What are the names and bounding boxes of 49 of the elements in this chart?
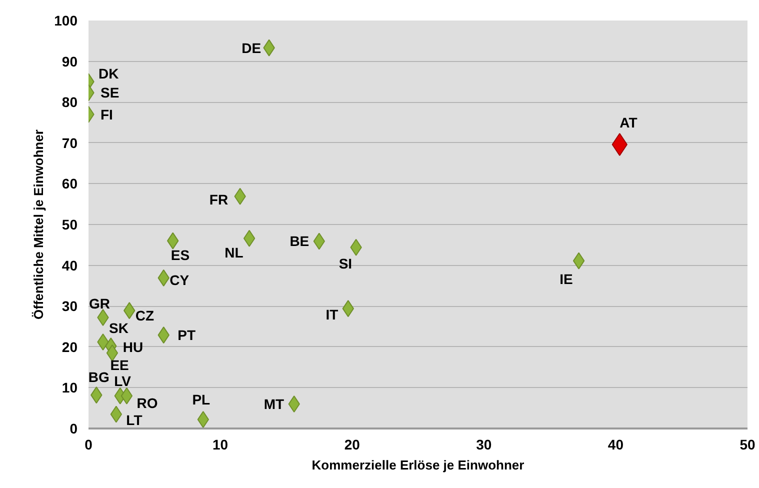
annotation: DE (242, 40, 262, 56)
x-tick-label: 10 (212, 436, 228, 452)
y-axis-title: Öffentliche Mittel je Einwohner (31, 130, 46, 320)
annotation: DK (98, 66, 119, 82)
annotation: CZ (135, 308, 154, 324)
annotation: SE (100, 84, 120, 101)
y-tick-label: 50 (62, 216, 78, 232)
y-tick-label: 70 (62, 134, 78, 151)
point (120, 387, 133, 404)
x-tick-label: 20 (344, 436, 360, 452)
x-axis-title: Kommerzielle Erlöse je Einwohner (312, 458, 524, 472)
y-tick-label: 40 (62, 257, 78, 274)
annotation: PL (192, 392, 211, 408)
annotation: RO (136, 394, 158, 411)
y-tick-label: 10 (62, 380, 78, 396)
y-tick-label: 0 (70, 420, 78, 436)
annotation: ES (170, 246, 190, 263)
point (110, 406, 122, 423)
annotation: GR (89, 296, 110, 312)
annotation: LT (126, 412, 143, 428)
annotation: SK (109, 320, 128, 336)
annotation: HU (122, 339, 144, 356)
annotation: SI (338, 255, 352, 272)
annotation: FR (209, 191, 228, 208)
y-tick-label: 60 (62, 176, 78, 192)
annotation: EE (110, 357, 129, 374)
y-tick-label: 80 (62, 94, 78, 110)
y-tick-label: 90 (62, 53, 78, 70)
annotation: BE (290, 233, 310, 250)
point (106, 344, 118, 362)
annotation: NL (224, 244, 244, 260)
x-tick-label: 30 (476, 436, 492, 452)
y-tick-label: 100 (54, 12, 78, 28)
annotation: PT (178, 327, 196, 344)
annotation: IT (326, 306, 339, 323)
point (243, 230, 256, 247)
y-tick-label: 30 (62, 298, 78, 314)
x-tick-label: 50 (740, 436, 756, 452)
annotation: LV (114, 372, 132, 389)
annotation: FI (100, 106, 113, 122)
annotation: CY (170, 272, 190, 288)
annotation: BG (88, 369, 110, 386)
annotation: MT (264, 396, 285, 412)
x-tick-label: 40 (608, 436, 624, 452)
annotation: AT (620, 114, 638, 131)
x-tick-label: 0 (84, 436, 93, 452)
y-tick-label: 20 (62, 338, 78, 355)
point (572, 252, 585, 270)
annotation: IE (560, 270, 573, 287)
